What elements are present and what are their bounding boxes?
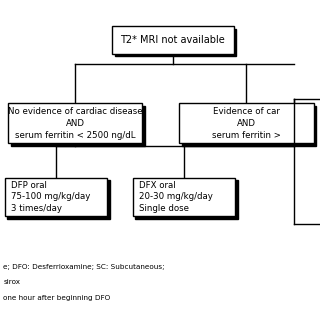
Text: DFP oral
75-100 mg/kg/day
3 times/day: DFP oral 75-100 mg/kg/day 3 times/day [11, 180, 91, 213]
Text: DFX oral
20-30 mg/kg/day
Single dose: DFX oral 20-30 mg/kg/day Single dose [139, 180, 213, 213]
Bar [7, 180, 110, 219]
Bar [115, 29, 236, 56]
Bar [135, 180, 238, 219]
Text: e; DFO: Desferrioxamine; SC: Subcutaneous;: e; DFO: Desferrioxamine; SC: Subcutaneou… [3, 264, 165, 270]
Bar [133, 178, 235, 216]
Bar [11, 106, 145, 146]
Text: Evidence of car
AND
serum ferritin >: Evidence of car AND serum ferritin > [212, 107, 281, 140]
Bar [8, 103, 142, 143]
Bar [182, 106, 316, 146]
Text: one hour after beginning DFO: one hour after beginning DFO [3, 295, 110, 301]
Bar [5, 178, 107, 216]
Bar [179, 103, 314, 143]
Text: T2* MRI not available: T2* MRI not available [120, 35, 225, 45]
Text: sirox: sirox [3, 279, 20, 285]
Bar [112, 27, 234, 53]
Text: No evidence of cardiac disease
AND
serum ferritin < 2500 ng/dL: No evidence of cardiac disease AND serum… [8, 107, 142, 140]
